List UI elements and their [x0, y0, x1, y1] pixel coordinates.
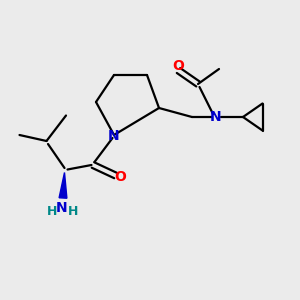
Text: N: N — [56, 202, 67, 215]
Text: H: H — [68, 205, 79, 218]
Text: N: N — [108, 130, 120, 143]
Polygon shape — [59, 172, 67, 198]
Text: H: H — [47, 205, 58, 218]
Text: O: O — [172, 59, 184, 73]
Text: N: N — [210, 110, 222, 124]
Text: O: O — [114, 170, 126, 184]
